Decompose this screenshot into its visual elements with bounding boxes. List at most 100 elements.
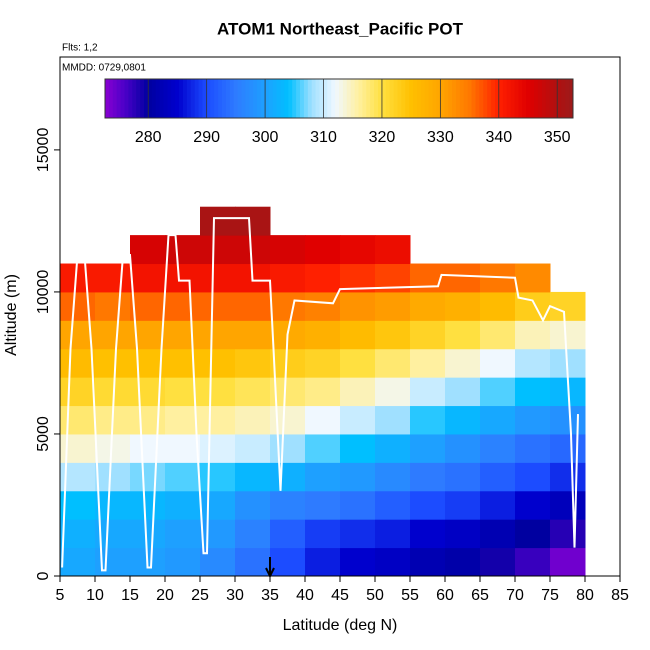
- heat-cell: [235, 206, 271, 236]
- colorbar-swatch: [229, 79, 235, 118]
- y-tick-label: 10000: [35, 270, 52, 315]
- colorbar-swatch: [534, 79, 539, 118]
- heat-cell: [130, 519, 166, 549]
- heat-cell: [60, 263, 96, 293]
- heat-cell: [165, 235, 201, 265]
- heat-cell: [340, 519, 376, 549]
- heat-cell: [60, 547, 96, 577]
- colorbar-swatch: [276, 79, 281, 118]
- heat-cell: [95, 462, 131, 492]
- heat-cell: [340, 490, 376, 520]
- heat-cell: [305, 320, 341, 350]
- colorbar-swatch: [417, 79, 422, 118]
- colorbar-swatch: [124, 79, 129, 118]
- colorbar-swatch: [218, 79, 223, 118]
- colorbar-swatch: [257, 79, 262, 118]
- colorbar-swatch: [401, 79, 406, 118]
- heat-cell: [445, 405, 481, 435]
- heat-cell: [305, 490, 341, 520]
- heat-cell: [305, 462, 341, 492]
- colorbar-swatch: [448, 79, 453, 118]
- heat-cell: [375, 433, 411, 463]
- heat-cell: [130, 263, 166, 293]
- colorbar-swatch: [144, 79, 149, 118]
- colorbar-swatch: [381, 79, 387, 118]
- colorbar-swatch: [471, 79, 476, 118]
- colorbar-tick-label: 340: [485, 129, 512, 146]
- x-tick-label: 50: [366, 587, 384, 604]
- heat-cell: [200, 206, 236, 236]
- colorbar-swatch: [397, 79, 402, 118]
- colorbar-swatch: [202, 79, 207, 118]
- heat-cell: [270, 405, 306, 435]
- colorbar-swatch: [190, 79, 196, 118]
- heat-cell: [515, 547, 551, 577]
- heat-cell: [340, 462, 376, 492]
- heat-cell: [165, 291, 201, 321]
- y-tick-label: 5000: [35, 416, 52, 452]
- colorbar-swatch: [140, 79, 145, 118]
- colorbar-swatch: [440, 79, 445, 118]
- colorbar-swatch: [413, 79, 418, 118]
- heat-cell: [270, 291, 306, 321]
- heat-cell: [550, 291, 586, 321]
- colorbar-swatch: [249, 79, 254, 118]
- heat-cell: [445, 263, 481, 293]
- colorbar-swatch: [346, 79, 352, 118]
- colorbar-swatch: [225, 79, 231, 118]
- x-tick-label: 45: [331, 587, 349, 604]
- colorbar-swatch: [163, 79, 168, 118]
- colorbar-swatch: [456, 79, 461, 118]
- colorbar-swatch: [498, 79, 504, 118]
- heat-cell: [515, 377, 551, 407]
- colorbar-swatch: [350, 79, 356, 118]
- heat-cell: [200, 320, 236, 350]
- heat-cell: [200, 433, 236, 463]
- colorbar-swatch: [518, 79, 523, 118]
- heat-cell: [200, 547, 236, 577]
- heat-cell: [340, 320, 376, 350]
- heat-cell: [130, 462, 166, 492]
- heat-cell: [95, 291, 131, 321]
- colorbar-swatch: [171, 79, 176, 118]
- colorbar-swatch: [303, 79, 309, 118]
- heat-cell: [130, 235, 166, 265]
- heat-cell: [410, 519, 446, 549]
- heat-cell: [340, 547, 376, 577]
- heat-cell: [550, 547, 586, 577]
- heat-cell: [235, 320, 271, 350]
- heat-cell: [270, 490, 306, 520]
- y-tick-label: 15000: [35, 128, 52, 173]
- x-tick-label: 65: [471, 587, 489, 604]
- heat-cell: [550, 462, 586, 492]
- x-tick-label: 5: [56, 587, 65, 604]
- heat-cell: [340, 291, 376, 321]
- x-tick-label: 30: [226, 587, 244, 604]
- heat-cell: [130, 433, 166, 463]
- heat-cell: [375, 291, 411, 321]
- heat-cell: [200, 405, 236, 435]
- colorbar-swatch: [179, 79, 184, 118]
- colorbar-swatch: [514, 79, 519, 118]
- colorbar-swatch: [409, 79, 414, 118]
- colorbar-swatch: [487, 79, 492, 118]
- heat-cell: [410, 547, 446, 577]
- heat-cell: [340, 348, 376, 378]
- colorbar-swatch: [459, 79, 465, 118]
- colorbar-swatch: [537, 79, 543, 118]
- heat-cell: [445, 490, 481, 520]
- heat-cell: [95, 263, 131, 293]
- heat-cell: [165, 547, 201, 577]
- heat-cell: [305, 235, 341, 265]
- colorbar-swatch: [323, 79, 328, 118]
- heat-cell: [200, 235, 236, 265]
- heat-cell: [200, 348, 236, 378]
- heat-cell: [410, 320, 446, 350]
- heat-cell: [480, 547, 516, 577]
- colorbar-swatch: [432, 79, 437, 118]
- heat-cell: [480, 348, 516, 378]
- colorbar-tick-label: 330: [427, 129, 454, 146]
- heat-cell: [130, 291, 166, 321]
- colorbar-swatch: [393, 79, 398, 118]
- colorbar-swatch: [288, 79, 293, 118]
